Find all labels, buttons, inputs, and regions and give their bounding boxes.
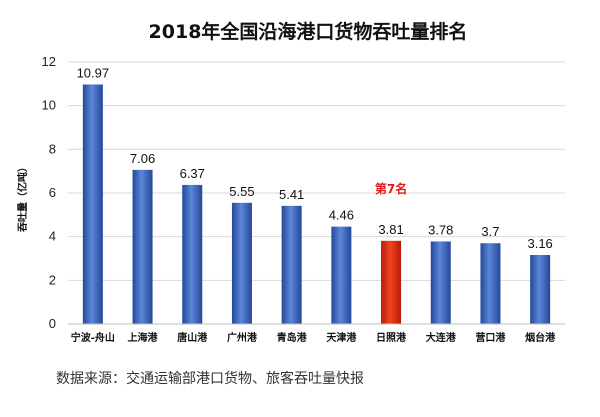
y-tick-label: 6 bbox=[49, 185, 56, 200]
category-label: 唐山港 bbox=[177, 331, 208, 344]
bar bbox=[82, 84, 103, 324]
bar bbox=[231, 202, 252, 324]
data-label: 3.81 bbox=[378, 222, 403, 237]
category-label: 青岛港 bbox=[277, 331, 308, 344]
data-label: 3.78 bbox=[428, 222, 453, 237]
category-label: 宁波-舟山 bbox=[71, 331, 115, 344]
category-label: 烟台港 bbox=[525, 331, 556, 344]
chart-title: 2018年全国沿海港口货物吞吐量排名 bbox=[149, 20, 468, 43]
y-tick-label: 10 bbox=[42, 98, 56, 113]
bar bbox=[331, 226, 352, 324]
category-label: 大连港 bbox=[426, 331, 457, 344]
category-label: 广州港 bbox=[227, 331, 258, 344]
bar bbox=[430, 241, 451, 324]
x-axis-categories: 宁波-舟山 上海港 唐山港 广州港 青岛港 天津港 日照港 大连港 营口港 烟台港 bbox=[71, 331, 556, 344]
data-label: 5.55 bbox=[229, 184, 254, 199]
data-label: 4.46 bbox=[329, 208, 354, 223]
bar bbox=[281, 205, 302, 324]
y-tick-label: 0 bbox=[49, 316, 56, 331]
data-label: 5.41 bbox=[279, 187, 304, 202]
data-labels: 10.97 7.06 6.37 5.55 5.41 4.46 3.81 3.78 3.7 3.16 bbox=[77, 65, 553, 251]
category-label: 日照港 bbox=[376, 331, 407, 344]
source-note: 数据来源：交通运输部港口货物、旅客吞吐量快报 bbox=[56, 371, 364, 387]
category-label: 上海港 bbox=[128, 331, 159, 344]
y-tick-label: 4 bbox=[49, 229, 56, 244]
data-label: 3.16 bbox=[527, 236, 552, 251]
y-axis-label: 吞吐量（亿吨） bbox=[16, 162, 29, 232]
data-label: 10.97 bbox=[77, 65, 110, 80]
y-axis-ticks: 0 2 4 6 8 10 12 bbox=[42, 54, 56, 331]
bar bbox=[480, 243, 501, 324]
bar bbox=[530, 255, 551, 324]
rank-annotation: 第7名 bbox=[375, 181, 407, 196]
bars bbox=[82, 84, 551, 324]
y-tick-label: 12 bbox=[42, 54, 56, 69]
data-label: 7.06 bbox=[130, 151, 155, 166]
bar bbox=[132, 169, 153, 324]
bar bbox=[182, 184, 203, 324]
bar bbox=[381, 240, 402, 324]
data-label: 3.7 bbox=[481, 224, 499, 239]
y-tick-label: 8 bbox=[49, 141, 56, 156]
data-label: 6.37 bbox=[180, 166, 205, 181]
category-label: 营口港 bbox=[475, 331, 506, 344]
category-label: 天津港 bbox=[326, 331, 357, 344]
y-tick-label: 2 bbox=[49, 272, 56, 287]
